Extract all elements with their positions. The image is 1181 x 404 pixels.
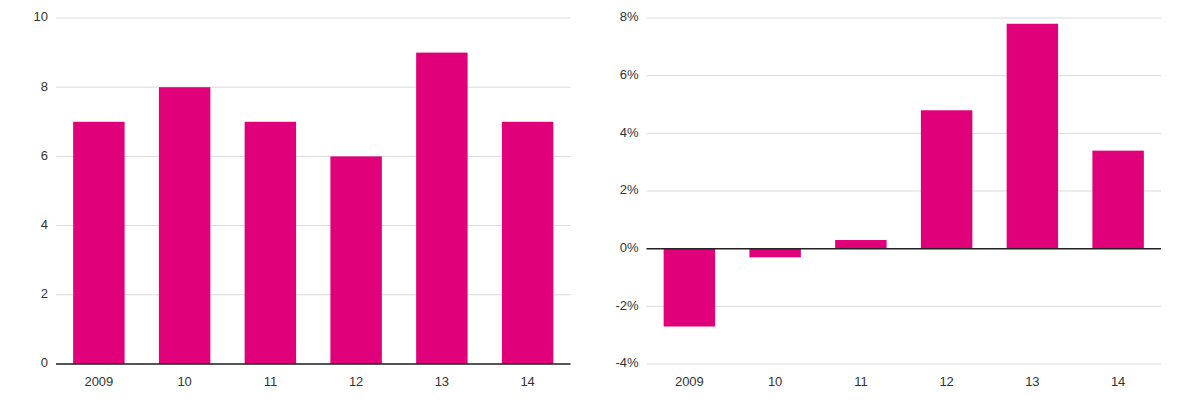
y-tick-label: 2% xyxy=(620,182,639,197)
panel: -4% -2% 0% 2% 4% 6% 8% 2009 10 11 12 13 14 xyxy=(615,9,1161,389)
baseline xyxy=(647,248,1162,250)
x-tick-label: 12 xyxy=(349,374,363,389)
bar xyxy=(1007,24,1058,249)
x-tick-label: 13 xyxy=(1025,374,1039,389)
y-tick-label: 4 xyxy=(41,217,48,232)
grid-line xyxy=(56,364,571,365)
y-tick-label: -4% xyxy=(615,355,639,370)
chart-canvas: 0 2 4 6 8 10 2009 10 11 12 13 14 -4% -2% 0% 2% 4% 6% 8% 200… xyxy=(0,0,1181,404)
grid-line xyxy=(56,156,571,157)
grid-line xyxy=(56,225,571,226)
y-tick-label: 4% xyxy=(620,125,639,140)
bar xyxy=(664,249,715,327)
bar xyxy=(416,53,467,364)
bar xyxy=(245,122,296,364)
y-tick-label: 8% xyxy=(620,9,639,24)
grid-line xyxy=(647,306,1162,307)
baseline xyxy=(56,363,571,365)
y-tick-label: 0 xyxy=(41,355,48,370)
grid-line xyxy=(56,294,571,295)
y-tick-label: 2 xyxy=(41,286,48,301)
y-tick-label: 0% xyxy=(620,240,639,255)
bar xyxy=(749,249,800,258)
grid-line xyxy=(647,248,1162,249)
y-tick-label: 6% xyxy=(620,67,639,82)
x-tick-label: 11 xyxy=(854,374,868,389)
grid-line xyxy=(647,364,1162,365)
grid-line xyxy=(56,87,571,88)
x-tick-label: 10 xyxy=(768,374,782,389)
bar xyxy=(330,156,381,364)
x-tick-label: 14 xyxy=(1111,374,1125,389)
bar xyxy=(1092,151,1143,249)
x-tick-label: 2009 xyxy=(675,374,704,389)
x-tick-label: 10 xyxy=(177,374,191,389)
panel: 0 2 4 6 8 10 2009 10 11 12 13 14 xyxy=(34,9,571,389)
bars xyxy=(664,24,1144,327)
x-tick-label: 14 xyxy=(520,374,534,389)
bars xyxy=(73,53,553,364)
bar xyxy=(159,87,210,364)
x-tick-label: 11 xyxy=(264,374,278,389)
y-tick-label: 6 xyxy=(41,148,48,163)
grid-line xyxy=(647,18,1162,19)
x-tick-label: 12 xyxy=(939,374,953,389)
grid-line xyxy=(647,133,1162,134)
bar xyxy=(835,240,886,249)
y-tick-label: -2% xyxy=(615,298,639,313)
x-tick-label: 2009 xyxy=(84,374,113,389)
grid-line xyxy=(647,75,1162,76)
y-tick-label: 8 xyxy=(41,79,48,94)
x-tick-label: 13 xyxy=(435,374,449,389)
bar xyxy=(921,110,972,248)
grid-line xyxy=(647,191,1162,192)
y-tick-label: 10 xyxy=(34,9,48,24)
bar xyxy=(73,122,124,364)
grid-line xyxy=(56,18,571,19)
bar xyxy=(502,122,553,364)
